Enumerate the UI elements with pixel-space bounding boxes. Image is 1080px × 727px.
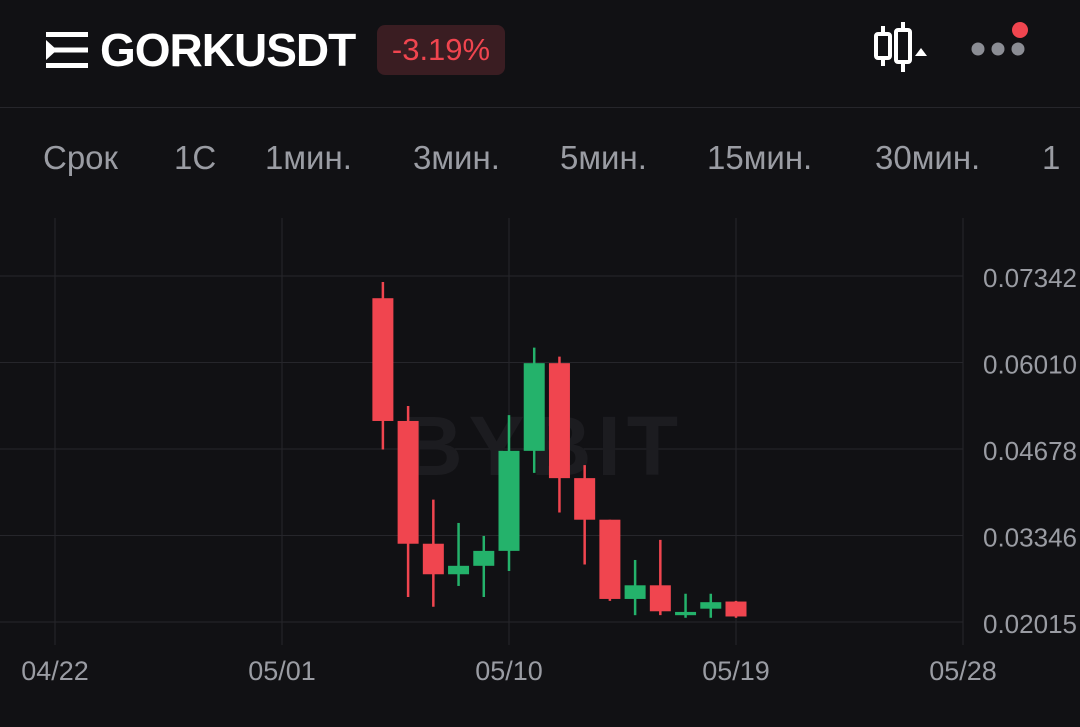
y-tick-label: 0.03346 <box>983 523 1077 553</box>
tab-3min[interactable]: 3мин. <box>413 139 500 176</box>
candle-body <box>624 585 646 599</box>
trading-pair-symbol[interactable]: GORKUSDT <box>100 24 356 76</box>
candle-body <box>700 602 722 609</box>
candle-body <box>448 565 470 575</box>
candle-body <box>473 550 495 566</box>
candle-body <box>548 363 570 479</box>
candle-up <box>448 522 470 586</box>
candle-up <box>675 593 697 618</box>
candle-down <box>422 499 444 607</box>
candlestick-chart[interactable]: BYBIT 0.073420.060100.046780.033460.0201… <box>0 212 1080 727</box>
more-icon[interactable] <box>970 20 1030 64</box>
candle-down <box>548 356 570 513</box>
x-tick-label: 04/22 <box>21 656 89 686</box>
tab-1min[interactable]: 1мин. <box>265 139 352 176</box>
tab-15min[interactable]: 15мин. <box>707 139 813 176</box>
candle-down <box>372 281 394 450</box>
y-tick-label: 0.02015 <box>983 609 1077 639</box>
y-tick-label: 0.07342 <box>983 263 1077 293</box>
y-tick-label: 0.04678 <box>983 436 1077 466</box>
candle-down <box>649 539 671 616</box>
tab-5min[interactable]: 5мин. <box>560 139 647 176</box>
candle-body <box>523 363 545 451</box>
header-bar: GORKUSDT -3.19% <box>0 0 1080 108</box>
candle-body <box>397 420 419 544</box>
tab-30min[interactable]: 30мин. <box>875 139 981 176</box>
candle-body <box>574 478 596 520</box>
candle-down <box>574 465 596 565</box>
candle-body <box>649 585 671 612</box>
candle-body <box>725 601 747 617</box>
timeframe-tabs: Срок 1С 1мин. 3мин. 5мин. 15мин. 30мин. … <box>0 108 1080 208</box>
x-tick-label: 05/10 <box>475 656 543 686</box>
candle-down <box>397 406 419 597</box>
candle-body <box>599 519 621 599</box>
candle-up <box>473 535 495 597</box>
price-change-badge: -3.19% <box>377 25 505 75</box>
candle-up <box>523 347 545 473</box>
candle-down <box>599 519 621 601</box>
candle-down <box>725 600 747 618</box>
candle-body <box>675 611 697 616</box>
candle-body <box>372 298 394 421</box>
tab-1h-partial[interactable]: 1 <box>1042 139 1061 176</box>
candle-body <box>498 450 520 551</box>
candle-up <box>498 415 520 572</box>
notification-dot-icon <box>1012 22 1028 38</box>
x-tick-label: 05/28 <box>929 656 997 686</box>
candle-up <box>624 559 646 616</box>
menu-icon[interactable] <box>46 32 88 68</box>
tab-1s[interactable]: 1С <box>174 139 217 176</box>
candlestick-chart-icon[interactable] <box>872 22 928 74</box>
x-tick-label: 05/01 <box>248 656 316 686</box>
candle-body <box>422 543 444 575</box>
candle-up <box>700 593 722 618</box>
tab-term[interactable]: Срок <box>43 139 118 176</box>
y-tick-label: 0.06010 <box>983 350 1077 380</box>
x-tick-label: 05/19 <box>702 656 770 686</box>
